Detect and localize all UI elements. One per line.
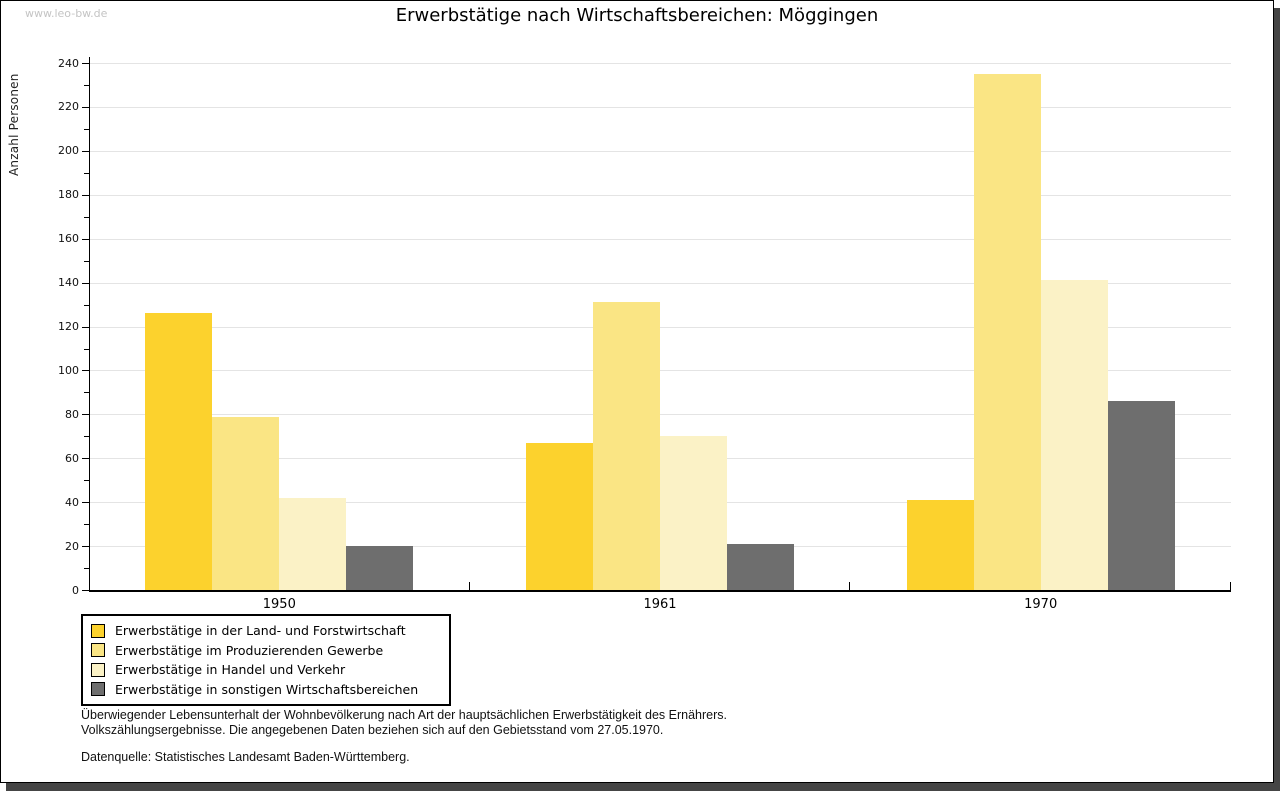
y-tick xyxy=(82,502,89,504)
y-tick xyxy=(82,590,89,591)
y-minor-tick xyxy=(84,85,89,86)
gridline xyxy=(89,370,1231,372)
gridline xyxy=(89,326,1231,328)
legend-label: Erwerbstätige in Handel und Verkehr xyxy=(115,662,346,678)
gridline xyxy=(89,194,1231,196)
y-minor-tick xyxy=(84,260,89,262)
x-tick-label: 1970 xyxy=(1024,597,1058,612)
bar-1970-1 xyxy=(906,500,974,590)
chart-title: Erwerbstätige nach Wirtschaftsbereichen:… xyxy=(395,5,879,26)
y-axis-line xyxy=(89,57,90,592)
bar-1970-4 xyxy=(1107,401,1175,590)
y-minor-tick xyxy=(84,128,89,130)
y-tick-label: 220 xyxy=(58,100,79,114)
y-tick-label: 100 xyxy=(58,363,79,377)
bar-1950-4 xyxy=(346,546,414,590)
y-tick-label: 240 xyxy=(58,56,79,70)
y-minor-tick xyxy=(84,480,89,482)
y-tick-label: 0 xyxy=(72,583,79,597)
y-tick xyxy=(82,458,89,460)
y-tick-label: 180 xyxy=(58,188,79,202)
footnote-line2: Volkszählungsergebnisse. Die angegebenen… xyxy=(81,722,664,737)
legend-item: Erwerbstätige in Handel und Verkehr xyxy=(91,660,443,680)
y-minor-tick xyxy=(84,304,89,306)
gridline xyxy=(89,238,1231,240)
x-boundary-tick xyxy=(849,582,851,590)
gridline xyxy=(89,63,1231,64)
bar-1961-1 xyxy=(526,443,593,590)
y-tick-label: 200 xyxy=(58,144,79,158)
y-tick xyxy=(82,150,89,152)
y-tick-label: 60 xyxy=(65,451,79,465)
x-axis-line xyxy=(89,590,1231,592)
legend-label: Erwerbstätige in sonstigen Wirtschaftsbe… xyxy=(115,681,419,697)
legend-item: Erwerbstätige in sonstigen Wirtschaftsbe… xyxy=(91,680,443,700)
bar-1970-2 xyxy=(973,74,1041,590)
y-tick-label: 40 xyxy=(65,495,79,509)
y-minor-tick xyxy=(84,216,89,218)
bar-1950-2 xyxy=(212,417,280,590)
y-minor-tick xyxy=(84,392,89,394)
x-tick-label: 1961 xyxy=(643,597,677,612)
y-tick-label: 140 xyxy=(58,276,79,290)
datasource-note: Datenquelle: Statistisches Landesamt Bad… xyxy=(81,750,410,764)
y-tick xyxy=(82,282,89,284)
y-tick xyxy=(82,194,89,196)
bar-1950-1 xyxy=(145,313,213,590)
y-minor-tick xyxy=(84,172,89,174)
y-tick xyxy=(82,326,89,328)
legend-label: Erwerbstätige im Produzierenden Gewerbe xyxy=(115,642,384,658)
bar-1961-4 xyxy=(727,544,794,590)
footnote-line1: Überwiegender Lebensunterhalt der Wohnbe… xyxy=(81,708,727,722)
y-minor-tick xyxy=(84,436,89,438)
bar-1961-3 xyxy=(660,436,727,590)
site-watermark: www.leo-bw.de xyxy=(25,7,108,20)
x-boundary-tick xyxy=(468,582,470,590)
gridline xyxy=(89,414,1231,416)
bar-1961-2 xyxy=(593,302,660,590)
footnote: Überwiegender Lebensunterhalt der Wohnbe… xyxy=(81,708,727,737)
y-tick-label: 120 xyxy=(58,320,79,333)
legend: Erwerbstätige in der Land- und Forstwirt… xyxy=(81,614,451,706)
bar-1950-3 xyxy=(279,498,347,590)
legend-swatch-icon xyxy=(91,662,105,677)
legend-label: Erwerbstätige in der Land- und Forstwirt… xyxy=(115,623,406,639)
y-tick-label: 160 xyxy=(58,232,79,246)
legend-item: Erwerbstätige in der Land- und Forstwirt… xyxy=(91,621,443,641)
gridline xyxy=(89,106,1231,108)
y-minor-tick xyxy=(84,524,89,526)
gridline xyxy=(89,282,1231,284)
y-tick-label: 20 xyxy=(65,539,79,553)
y-tick xyxy=(82,238,89,240)
y-tick xyxy=(82,414,89,416)
gridline xyxy=(89,150,1231,152)
legend-swatch-icon xyxy=(91,682,105,697)
x-boundary-tick xyxy=(1230,582,1231,590)
bar-1970-3 xyxy=(1040,280,1108,590)
y-tick-label: 80 xyxy=(65,407,79,421)
legend-swatch-icon xyxy=(91,623,105,638)
y-tick xyxy=(82,63,89,64)
y-minor-tick xyxy=(84,568,89,569)
y-minor-tick xyxy=(84,348,89,350)
legend-item: Erwerbstätige im Produzierenden Gewerbe xyxy=(91,641,443,661)
legend-swatch-icon xyxy=(91,643,105,658)
y-tick xyxy=(82,370,89,372)
x-tick-label: 1950 xyxy=(262,597,296,612)
y-tick xyxy=(82,106,89,108)
y-tick xyxy=(82,546,89,548)
